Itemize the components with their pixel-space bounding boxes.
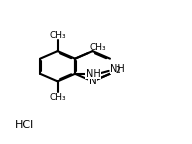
Text: 2: 2	[116, 66, 121, 75]
Text: NH: NH	[86, 69, 101, 79]
Text: CH₃: CH₃	[89, 43, 106, 52]
Text: HCl: HCl	[15, 120, 35, 130]
Text: CH₃: CH₃	[49, 31, 66, 40]
Text: N: N	[89, 76, 96, 86]
Text: CH₃: CH₃	[49, 93, 66, 102]
Text: NH: NH	[110, 65, 124, 74]
